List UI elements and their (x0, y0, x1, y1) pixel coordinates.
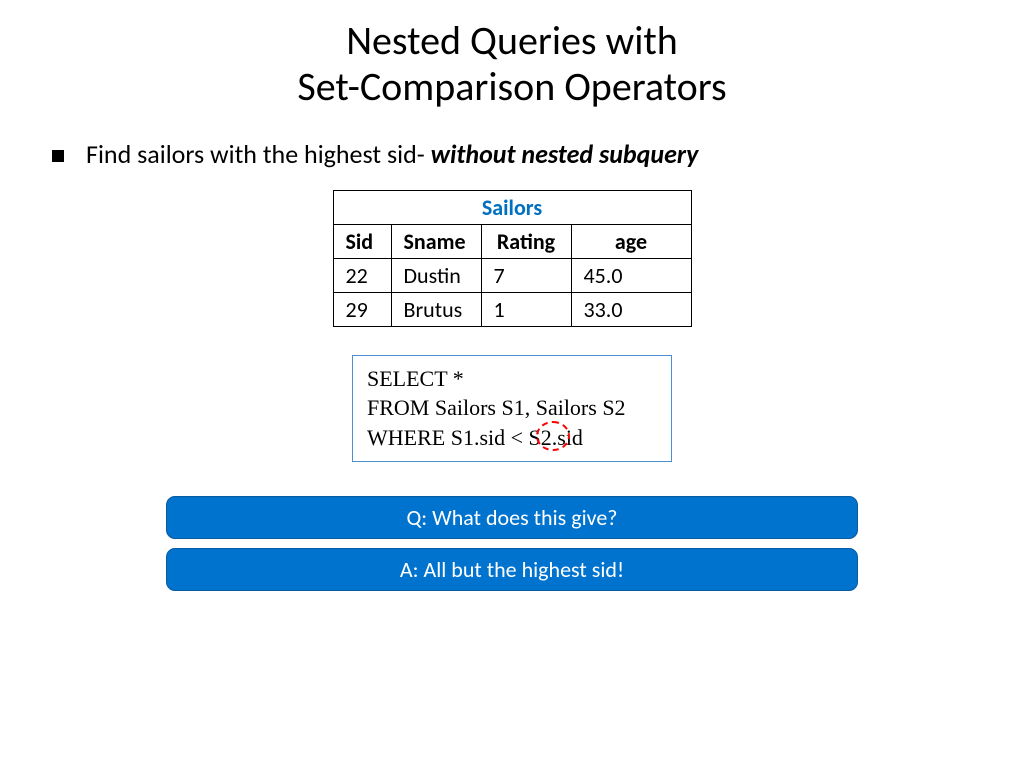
table-caption: Sailors (333, 190, 691, 224)
col-header-sname: Sname (391, 224, 481, 258)
bullet-item: Find sailors with the highest sid- witho… (52, 138, 1024, 172)
sailors-table: Sailors Sid Sname Rating age 22 Dustin 7… (333, 190, 692, 327)
col-header-sid: Sid (333, 224, 391, 258)
cell-age: 33.0 (571, 292, 691, 326)
title-line-1: Nested Queries with (346, 16, 678, 65)
table-caption-row: Sailors (333, 190, 691, 224)
table-row: 29 Brutus 1 33.0 (333, 292, 691, 326)
slide-title: Nested Queries with Set-Comparison Opera… (0, 0, 1024, 110)
title-line-2: Set-Comparison Operators (297, 62, 726, 111)
sql-line-select: SELECT * (367, 364, 657, 394)
kw-from: FROM (367, 395, 429, 420)
bullet-emphasis: without nested subquery (431, 138, 699, 170)
select-body: * (447, 366, 464, 391)
cell-rating: 1 (481, 292, 571, 326)
cell-sid: 22 (333, 258, 391, 292)
cell-rating: 7 (481, 258, 571, 292)
bullet-prefix: Find sailors with the highest sid- (86, 138, 431, 170)
col-header-rating: Rating (481, 224, 571, 258)
answer-banner: A: All but the highest sid! (166, 548, 858, 591)
cell-age: 45.0 (571, 258, 691, 292)
sql-query-container: SELECT * FROM Sailors S1, Sailors S2 WHE… (352, 355, 672, 462)
sql-query-box: SELECT * FROM Sailors S1, Sailors S2 WHE… (352, 355, 672, 462)
col-header-age: age (571, 224, 691, 258)
kw-select: SELECT (367, 366, 447, 391)
table-header-row: Sid Sname Rating age (333, 224, 691, 258)
where-body: S1.sid < S2.sid (445, 425, 583, 450)
from-body: Sailors S1, Sailors S2 (429, 395, 625, 420)
cell-sname: Brutus (391, 292, 481, 326)
sql-line-where: WHERE S1.sid < S2.sid (367, 423, 657, 453)
cell-sname: Dustin (391, 258, 481, 292)
bullet-text: Find sailors with the highest sid- witho… (86, 138, 698, 172)
sql-line-from: FROM Sailors S1, Sailors S2 (367, 393, 657, 423)
question-banner: Q: What does this give? (166, 496, 858, 539)
kw-where: WHERE (367, 425, 445, 450)
qa-banner-area: Q: What does this give? A: All but the h… (166, 496, 858, 591)
bullet-marker-icon (52, 150, 64, 162)
table-row: 22 Dustin 7 45.0 (333, 258, 691, 292)
cell-sid: 29 (333, 292, 391, 326)
